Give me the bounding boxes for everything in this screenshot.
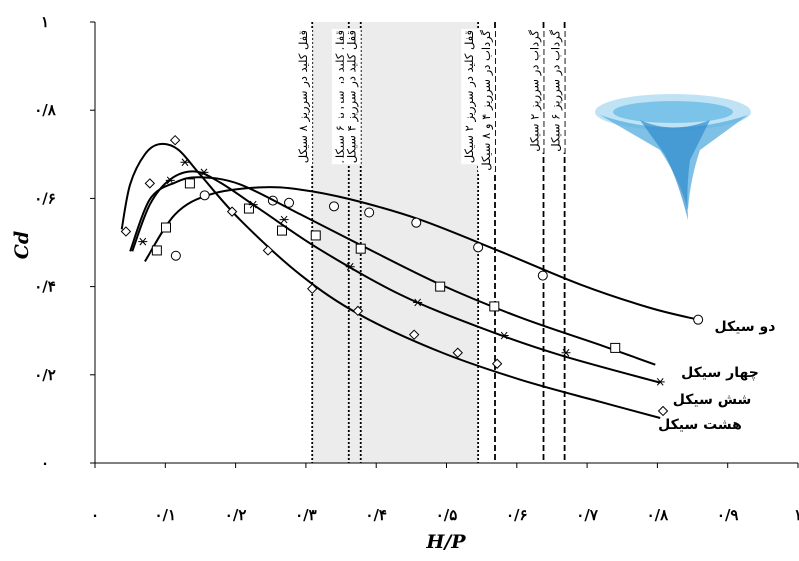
marker xyxy=(657,405,669,417)
x-axis-label: H/P xyxy=(425,531,466,553)
y-tick-label: ۰/۴ xyxy=(34,278,56,296)
y-tick-label: ۱ xyxy=(41,13,49,31)
marker xyxy=(310,230,321,241)
marker xyxy=(199,168,209,177)
annotation-bg xyxy=(343,29,361,165)
x-tick-label: ۱ xyxy=(794,506,799,524)
marker xyxy=(491,358,503,369)
marker xyxy=(352,305,364,317)
marker xyxy=(435,281,446,292)
marker xyxy=(364,207,375,218)
x-tick-label: ۰/۴ xyxy=(365,506,387,524)
x-tick-label: ۰/۷ xyxy=(576,506,599,524)
fit-curve xyxy=(120,142,661,419)
marker xyxy=(693,314,704,325)
x-tick-label: ۰/۶ xyxy=(506,506,528,524)
marker xyxy=(408,329,420,340)
marker xyxy=(411,217,422,228)
annotation-label: گرداب در سرریز ۶ سیکل xyxy=(549,29,564,151)
x-tick-label: ۰/۵ xyxy=(436,506,458,524)
fit-curve xyxy=(131,170,661,384)
x-tick-label: ۰/۱ xyxy=(155,506,177,524)
annotation-label: قفل کلید در سرریز ۴ سیکل xyxy=(345,30,360,163)
fit-curve xyxy=(129,176,656,366)
x-tick-label: ۰/۹ xyxy=(717,506,739,524)
marker xyxy=(165,176,175,185)
annotation-label: گرداب در سرریز ۴ و ۸ سیکل xyxy=(479,29,494,170)
annotation-label: قفل کلید در سرریز ۸ سیکل xyxy=(296,30,311,163)
annotation-bg xyxy=(526,28,544,153)
marker xyxy=(120,226,132,237)
marker xyxy=(226,206,238,217)
legend-label: چهار سیکل xyxy=(681,365,759,381)
marker xyxy=(279,215,289,224)
marker xyxy=(413,298,423,307)
marker xyxy=(161,222,172,233)
annotation-bg xyxy=(478,28,496,172)
annotation-bg xyxy=(461,29,479,165)
marker xyxy=(355,243,366,254)
y-tick-label: ۰/۸ xyxy=(34,101,57,119)
legend-label: دو سیکل xyxy=(715,319,776,335)
y-axis-label: Cd xyxy=(11,231,33,259)
marker xyxy=(345,262,355,271)
marker xyxy=(561,348,571,357)
y-tick-label: ۰/۶ xyxy=(34,189,56,207)
marker xyxy=(489,301,500,312)
marker xyxy=(499,331,509,340)
marker xyxy=(169,134,181,146)
x-tick-label: ۰/۸ xyxy=(647,506,670,524)
annotation-label: گرداب در سرریز ۲ سیکل xyxy=(528,29,543,151)
x-tick-label: ۰/۳ xyxy=(295,506,317,524)
marker xyxy=(170,250,181,261)
marker xyxy=(307,283,318,295)
marker xyxy=(655,378,665,386)
marker xyxy=(151,245,162,256)
marker xyxy=(262,245,274,256)
marker xyxy=(473,242,484,253)
marker xyxy=(199,190,210,201)
annotation-label: قفل کلید در سرریز ۲ سیکل xyxy=(462,30,477,163)
marker xyxy=(144,178,156,189)
marker xyxy=(248,200,258,209)
marker xyxy=(329,201,340,212)
marker xyxy=(610,342,621,353)
x-tick-label: ۰ xyxy=(91,506,99,524)
legend-label: شش سیکل xyxy=(673,392,752,408)
marker xyxy=(276,225,287,236)
marker xyxy=(243,203,254,214)
y-tick-label: ۰ xyxy=(41,454,49,472)
legend-label: هشت سیکل xyxy=(658,417,742,433)
annotation-bg xyxy=(547,28,565,153)
marker xyxy=(452,347,463,358)
vortex-icon xyxy=(595,94,751,220)
annotation-bg xyxy=(295,29,313,165)
marker xyxy=(537,270,548,281)
y-tick-label: ۰/۲ xyxy=(34,366,56,384)
marker xyxy=(284,197,295,208)
marker xyxy=(184,178,195,189)
marker xyxy=(138,237,148,246)
x-tick-label: ۰/۲ xyxy=(225,506,247,524)
